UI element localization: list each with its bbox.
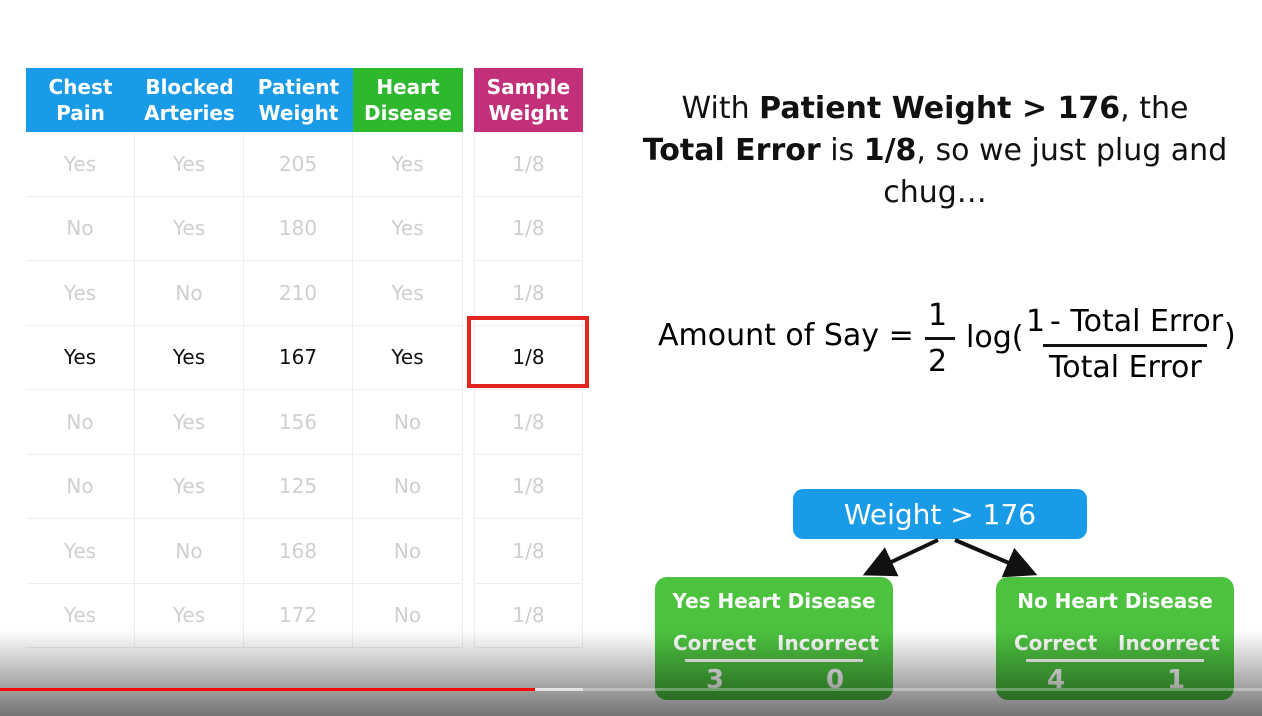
frac-den: Total Error [1049, 350, 1202, 385]
highlight-box [467, 315, 589, 388]
formula-lhs: Amount of Say = [658, 318, 914, 353]
table-cell: Yes [26, 261, 135, 326]
column-header: Blocked Arteries [135, 68, 244, 132]
arrow [862, 538, 939, 577]
close-paren: ) [1224, 318, 1236, 353]
table-cell: Yes [353, 196, 463, 261]
statement-part: , the [1120, 91, 1189, 126]
table-cell: Yes [135, 454, 244, 519]
tree-root: Weight > 176 [793, 489, 1087, 539]
weight-cell: 1/8 [474, 519, 583, 584]
log: log( [966, 320, 1024, 355]
column-header: Patient Weight [244, 68, 353, 132]
weight-cell: 1/8 [474, 454, 583, 519]
table-cell: 168 [244, 519, 353, 584]
statement-part: , so we just plug and chug… [883, 133, 1228, 210]
column-header: Chest Pain [26, 68, 135, 132]
statement-part: Patient Weight > 176 [759, 91, 1121, 126]
table-cell: 180 [244, 196, 353, 261]
table-cell: Yes [26, 325, 135, 390]
frac-bar [925, 337, 955, 340]
table-cell: Yes [353, 132, 463, 197]
weight-cell: 1/8 [474, 390, 583, 455]
table-cell: Yes [26, 132, 135, 197]
weight-cell: 1/8 [474, 132, 583, 197]
arrow [954, 538, 1038, 578]
table-cell: Yes [26, 519, 135, 584]
video-overlay [0, 630, 1262, 716]
table-cell: Yes [135, 132, 244, 197]
table-cell: Yes [353, 325, 463, 390]
column-header: Heart Disease [353, 68, 463, 132]
table-cell: No [135, 261, 244, 326]
statement-part: is [820, 133, 864, 168]
weight-cell: 1/8 [474, 261, 583, 326]
statement-part: With [681, 91, 760, 126]
leaf-title: Yes Heart Disease [672, 589, 876, 613]
table-cell: Yes [135, 196, 244, 261]
table-cell: No [135, 519, 244, 584]
half-num: 1 [928, 298, 948, 333]
table-cell: Yes [135, 325, 244, 390]
progress-played [0, 688, 535, 691]
table-cell: Yes [353, 261, 463, 326]
half-den: 2 [928, 344, 948, 379]
table-cell: No [353, 390, 463, 455]
statement-part: 1/8 [863, 133, 917, 168]
frac-bar [1043, 344, 1207, 347]
table-cell: No [353, 454, 463, 519]
progress-buffer [535, 688, 583, 691]
leaf-title: No Heart Disease [1017, 589, 1213, 613]
progress-track[interactable] [0, 688, 1262, 691]
one: 1 [1026, 304, 1046, 339]
weight-cell: 1/8 [474, 196, 583, 261]
statement: With Patient Weight > 176, the Total Err… [640, 88, 1230, 214]
statement-part: Total Error [642, 133, 821, 168]
table-cell: 167 [244, 325, 353, 390]
column-header: Sample Weight [474, 68, 583, 132]
table-cell: No [26, 390, 135, 455]
table-cell: 125 [244, 454, 353, 519]
table-cell: No [26, 196, 135, 261]
table-cell: No [26, 454, 135, 519]
weight-cell: 1/8 [474, 325, 583, 390]
table-cell: No [353, 519, 463, 584]
table-cell: 210 [244, 261, 353, 326]
frac-num: - Total Error [1050, 304, 1224, 339]
table-cell: 156 [244, 390, 353, 455]
table-cell: 205 [244, 132, 353, 197]
table-cell: Yes [135, 390, 244, 455]
